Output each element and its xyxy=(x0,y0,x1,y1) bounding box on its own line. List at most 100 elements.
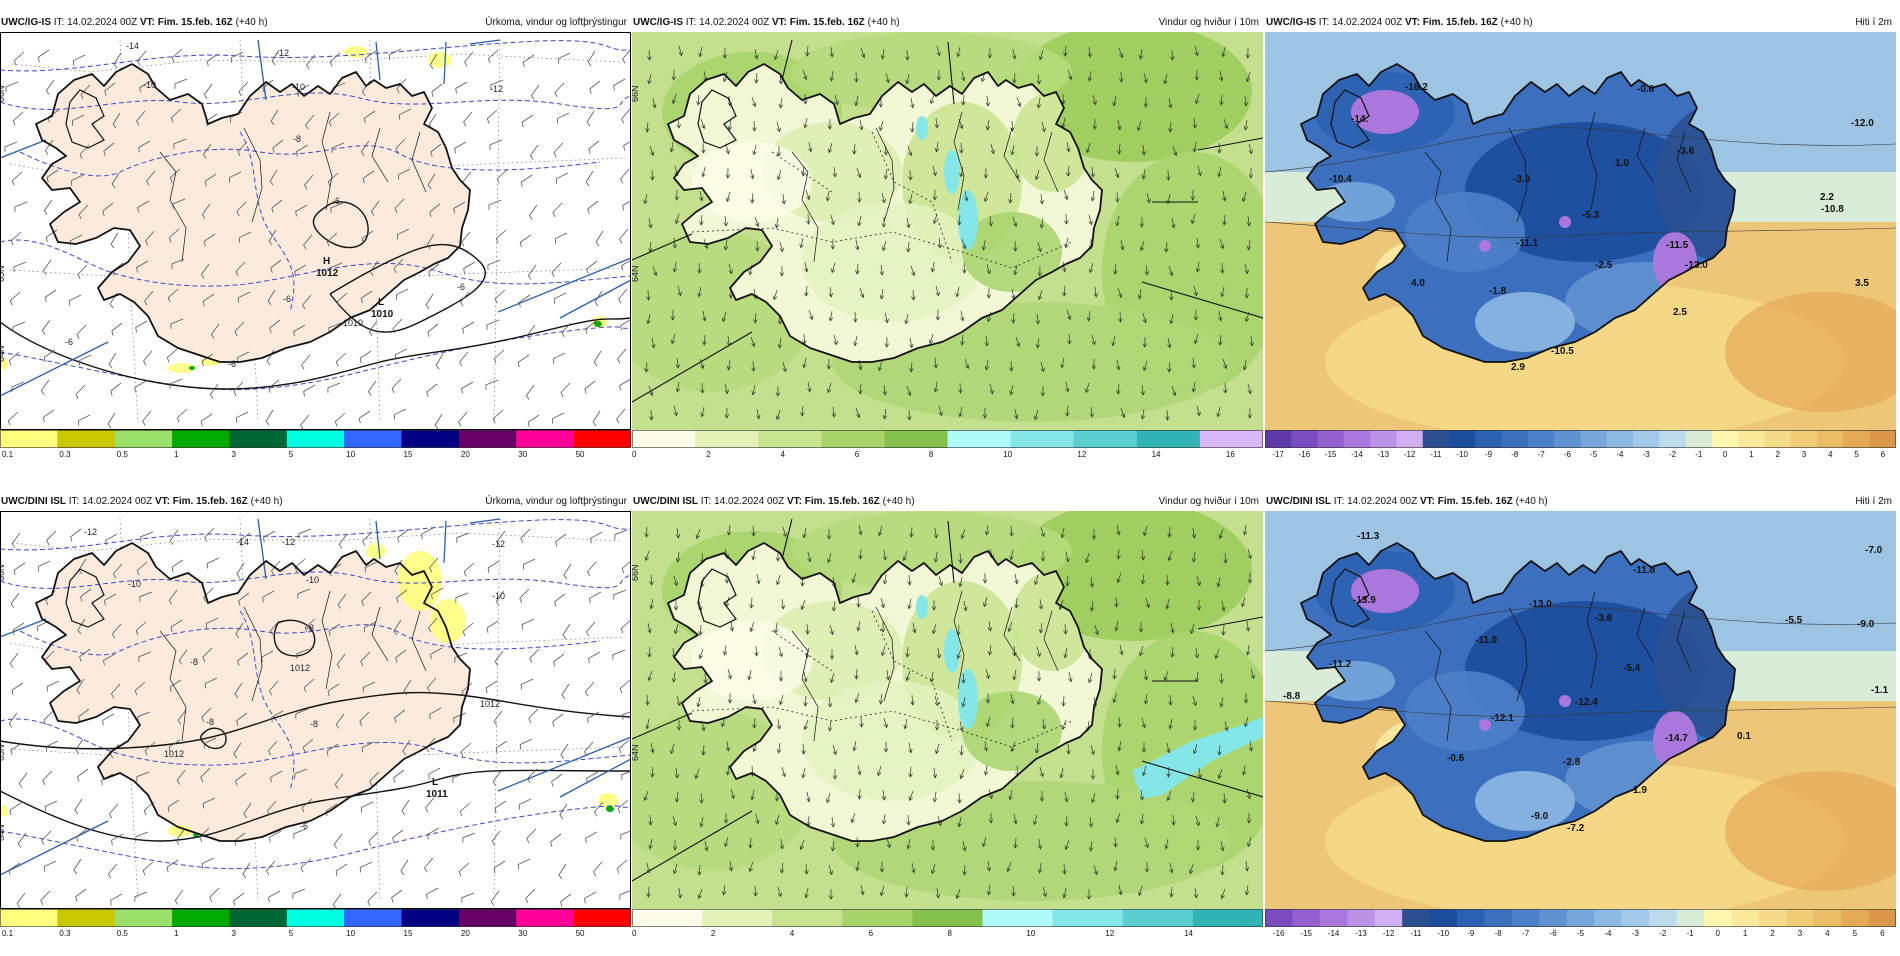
wind-barb xyxy=(237,652,249,666)
colorbar-tick-label: 10 xyxy=(346,929,355,938)
value-label: -2.5 xyxy=(1595,260,1613,271)
wind-arrow xyxy=(1169,886,1174,898)
colorbar-tick-label: -8 xyxy=(1511,450,1519,459)
wind-arrow xyxy=(1164,838,1169,850)
wind-barb xyxy=(11,532,21,548)
wind-arrow xyxy=(983,191,989,203)
wind-barb xyxy=(74,798,83,815)
wind-arrow xyxy=(1246,813,1252,824)
wind-arrow xyxy=(696,696,701,708)
run-info: UWC/IG-IS IT: 14.02.2024 00Z VT: Fim. 15… xyxy=(1266,14,1533,32)
wind-arrow xyxy=(986,287,992,299)
wind-arrow xyxy=(985,119,991,131)
colorbar-tick-label: 1 xyxy=(174,929,179,938)
wind-arrow xyxy=(1013,264,1018,276)
wind-arrow xyxy=(882,573,888,585)
wind-arrow xyxy=(702,334,707,346)
wind-arrow xyxy=(1036,671,1042,682)
wind-arrow xyxy=(932,213,938,225)
wind-arrow xyxy=(674,189,680,201)
wind-arrow xyxy=(879,862,885,873)
wind-arrow xyxy=(1143,693,1149,705)
wind-arrow xyxy=(883,742,889,753)
wind-barb xyxy=(336,292,348,307)
wind-barb xyxy=(293,828,307,839)
wind-barb xyxy=(495,229,507,244)
wind-arrow xyxy=(829,649,835,660)
wind-arrow xyxy=(878,693,884,705)
wind-arrow xyxy=(1115,812,1121,824)
wind-arrow xyxy=(886,837,891,849)
wind-barb xyxy=(360,140,370,156)
wind-barb xyxy=(554,232,568,244)
wind-barb xyxy=(13,261,27,272)
colorbar-tick-label: 3 xyxy=(1802,450,1807,459)
value-label: -14.7 xyxy=(1665,733,1688,744)
colorbar-swatch xyxy=(1291,430,1319,448)
wind-barb xyxy=(269,169,278,186)
wind-barb xyxy=(364,50,377,64)
wind-arrow xyxy=(1037,241,1042,253)
wind-barb xyxy=(105,533,118,546)
wind-arrow xyxy=(932,623,937,635)
wind-arrow xyxy=(834,94,839,106)
wind-arrow xyxy=(1217,744,1222,756)
wind-barb xyxy=(425,293,434,310)
wind-arrow xyxy=(985,95,991,107)
wind-arrow xyxy=(854,71,859,83)
colorbar-swatch xyxy=(57,909,116,927)
wind-arrow xyxy=(648,814,653,826)
wind-barb xyxy=(103,142,115,156)
wind-barb xyxy=(210,323,220,339)
wind-arrow xyxy=(1115,191,1120,203)
wind-arrow xyxy=(1221,600,1226,612)
colorbar-tick-label: -1 xyxy=(1695,450,1703,459)
wind-barb xyxy=(520,678,534,690)
wind-barb xyxy=(304,618,316,633)
wind-arrow xyxy=(700,406,705,418)
wind-arrow xyxy=(704,840,709,852)
wind-arrow xyxy=(1034,574,1039,586)
colorbar-swatch xyxy=(1501,430,1529,448)
wind-arrow xyxy=(752,693,757,705)
wind-arrow xyxy=(648,217,653,229)
wind-barb xyxy=(367,380,377,396)
wind-arrow xyxy=(1170,49,1175,61)
wind-arrow xyxy=(1165,598,1170,610)
wind-barb xyxy=(331,142,345,153)
wind-arrow xyxy=(905,670,911,682)
wind-arrow xyxy=(989,383,994,395)
wind-barb xyxy=(139,80,152,93)
wind-arrow xyxy=(1189,863,1194,875)
wind-barb xyxy=(618,288,628,304)
wind-arrow xyxy=(1190,189,1196,201)
panel-title: Hiti í 2m xyxy=(1855,496,1892,507)
wind-barb xyxy=(134,681,146,696)
run-info: UWC/DINI ISL IT: 14.02.2024 00Z VT: Fim.… xyxy=(1266,493,1548,511)
wind-arrow xyxy=(1221,46,1226,58)
value-label: -7.0 xyxy=(1865,545,1883,556)
wind-arrow xyxy=(702,310,707,322)
wind-arrow xyxy=(1193,333,1199,345)
vt-label: VT: xyxy=(1404,17,1420,28)
wind-barb xyxy=(358,410,371,424)
colorbar-swatch xyxy=(1731,909,1760,927)
wind-barb xyxy=(13,51,25,66)
wind-barb xyxy=(454,652,468,663)
wind-arrow xyxy=(1038,598,1044,610)
wind-barb xyxy=(294,768,308,779)
wind-arrow xyxy=(909,526,914,538)
wind-barb xyxy=(522,558,536,570)
wind-barb xyxy=(37,49,50,63)
colorbar-swatch xyxy=(1738,430,1766,448)
map-canvas: -11.3-7.0-11.8-13.9 -13.0-3.6 -5.5 -9.0-11.… xyxy=(1265,511,1896,909)
wind-barb xyxy=(496,169,508,184)
lead-time: (+40 h) xyxy=(882,496,915,507)
colorbar-tick-label: -11 xyxy=(1430,450,1442,459)
wind-arrow xyxy=(985,668,990,680)
wind-barb xyxy=(362,531,373,546)
wind-arrow xyxy=(1137,288,1143,300)
wind-arrow xyxy=(1112,692,1118,704)
wind-arrow xyxy=(935,887,941,899)
wind-arrow xyxy=(1217,768,1223,780)
